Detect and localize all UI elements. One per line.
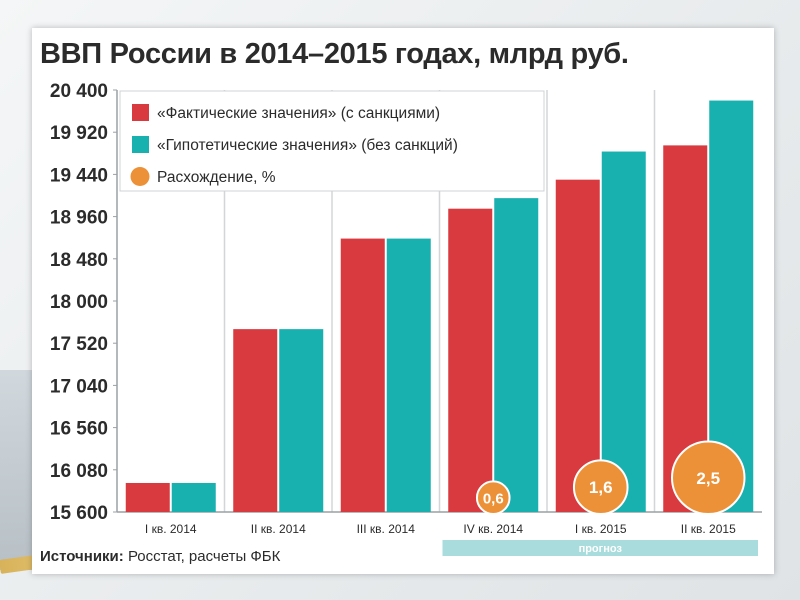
legend-swatch: [132, 104, 149, 121]
legend-label: «Фактические значения» (с санкциями): [157, 105, 440, 122]
divergence-bubble: [475, 480, 511, 516]
x-tick-label: I кв. 2015: [575, 522, 627, 536]
bar-actual: [340, 238, 385, 512]
y-tick-label: 17 520: [50, 334, 108, 355]
y-tick-label: 16 560: [50, 419, 108, 440]
bar-hypothetical: [386, 238, 431, 512]
forecast-label: прогноз: [579, 543, 623, 555]
y-tick-label: 18 000: [50, 292, 108, 313]
source-text: Росстат, расчеты ФБК: [127, 548, 281, 565]
y-tick-label: 16 080: [50, 461, 108, 482]
divergence-label: 1,6: [589, 478, 613, 497]
source-label: Источники:: [40, 548, 124, 565]
x-tick-label: II кв. 2014: [251, 522, 306, 536]
divergence-label: 2,5: [696, 469, 720, 488]
y-tick-label: 20 400: [50, 81, 108, 102]
bar-hypothetical: [494, 198, 539, 512]
y-tick-label: 18 960: [50, 208, 108, 229]
legend-swatch: [130, 167, 150, 186]
y-tick-label: 19 920: [50, 123, 108, 144]
divergence-label: 0,6: [483, 491, 504, 508]
source-note: Источники: Росстат, расчеты ФБК: [40, 548, 280, 565]
ruler-decoration: [0, 370, 34, 570]
x-tick-label: I кв. 2014: [145, 522, 197, 536]
bar-actual: [233, 329, 278, 512]
divergence-bubble: [572, 459, 629, 516]
x-tick-label: III кв. 2014: [357, 522, 416, 536]
bar-actual: [125, 482, 170, 512]
y-tick-label: 17 040: [50, 376, 108, 397]
y-tick-label: 15 600: [50, 503, 108, 524]
x-tick-label: II кв. 2015: [681, 522, 736, 536]
legend-label: Расхождение, %: [157, 169, 276, 186]
x-tick-label: IV кв. 2014: [463, 522, 523, 536]
legend-swatch: [132, 136, 149, 153]
bar-hypothetical: [601, 151, 646, 512]
bar-actual: [555, 179, 600, 513]
bar-hypothetical: [279, 329, 324, 512]
y-tick-label: 18 480: [50, 250, 108, 271]
chart-panel: ВВП России в 2014–2015 годах, млрд руб. …: [32, 28, 774, 574]
y-tick-label: 19 440: [50, 165, 108, 186]
bar-hypothetical: [171, 482, 216, 512]
chart-title: ВВП России в 2014–2015 годах, млрд руб.: [40, 38, 629, 70]
bar-actual: [448, 208, 493, 512]
divergence-bubble: [671, 440, 746, 515]
legend-box: [119, 90, 545, 192]
legend-label: «Гипотетические значения» (без санкций): [157, 137, 458, 154]
bar-chart: 15 600 16 080 16 560 17 040 17 520 18 000 18 4…: [50, 81, 762, 556]
forecast-band: [442, 540, 758, 556]
